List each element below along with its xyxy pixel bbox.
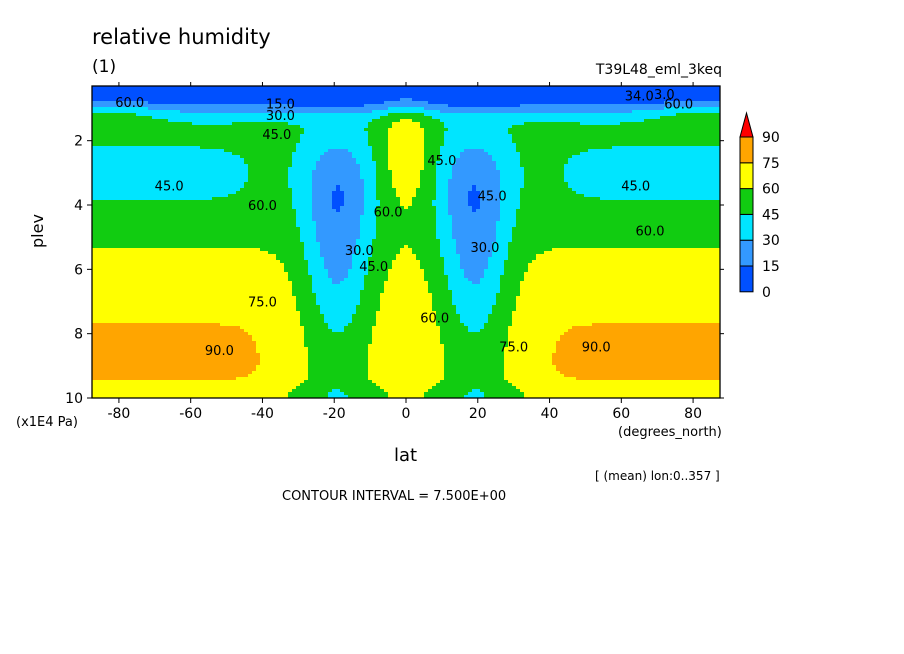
contour-label: 45.0 xyxy=(427,154,456,169)
contour-label: 45.0 xyxy=(262,128,291,143)
contour-label: 60.0 xyxy=(664,98,693,113)
contour-label: 60.0 xyxy=(248,199,277,214)
colorbar-box xyxy=(740,163,753,189)
colorbar-label: 30 xyxy=(762,233,780,249)
y-tick-label: 10 xyxy=(65,391,83,407)
x-tick-label: 20 xyxy=(469,406,487,422)
colorbar-box xyxy=(740,214,753,240)
contour-label: 75.0 xyxy=(248,296,277,311)
colorbar-label: 15 xyxy=(762,259,780,275)
colorbar-label: 75 xyxy=(762,156,780,172)
contour-label: 60.0 xyxy=(115,96,144,111)
y-tick-label: 2 xyxy=(74,134,83,150)
x-tick-label: -40 xyxy=(251,406,274,422)
contour-label: 30.0 xyxy=(345,244,374,259)
contour-label: 30.0 xyxy=(470,241,499,256)
contour-label: 45.0 xyxy=(621,180,650,195)
contour-label: 34.0 xyxy=(625,90,654,105)
field-cells xyxy=(92,86,721,399)
colorbar: 0 15 30 45 60 75 90 xyxy=(740,113,780,301)
contour-label: 75.0 xyxy=(499,341,528,356)
colorbar-box xyxy=(740,137,753,163)
colorbar-box xyxy=(740,240,753,266)
contour-label: 45.0 xyxy=(478,189,507,204)
contour-label: 90.0 xyxy=(582,341,611,356)
colorbar-overflow-arrow xyxy=(740,113,753,137)
contour-label: 45.0 xyxy=(359,260,388,275)
x-tick-label: -60 xyxy=(179,406,202,422)
colorbar-box xyxy=(740,266,753,292)
contour-label: 45.0 xyxy=(155,180,184,195)
colorbar-label: 90 xyxy=(762,130,780,146)
x-tick-label: -20 xyxy=(323,406,346,422)
colorbar-label: 0 xyxy=(762,285,771,301)
x-tick-label: 40 xyxy=(541,406,559,422)
colorbar-label: 45 xyxy=(762,207,780,223)
colorbar-label: 60 xyxy=(762,182,780,198)
x-tick-label: 80 xyxy=(684,406,702,422)
contour-label: 30.0 xyxy=(266,109,295,124)
x-tick-label: 60 xyxy=(612,406,630,422)
colorbar-box xyxy=(740,189,753,215)
contour-label: 90.0 xyxy=(205,344,234,359)
contour-label: 60.0 xyxy=(374,205,403,220)
y-tick-label: 6 xyxy=(74,262,83,278)
contour-label: 60.0 xyxy=(636,225,665,240)
y-tick-label: 4 xyxy=(74,198,83,214)
y-tick-label: 8 xyxy=(74,327,83,343)
contour-label: 60.0 xyxy=(420,312,449,327)
x-tick-label: -80 xyxy=(107,406,130,422)
x-tick-label: 0 xyxy=(402,406,411,422)
